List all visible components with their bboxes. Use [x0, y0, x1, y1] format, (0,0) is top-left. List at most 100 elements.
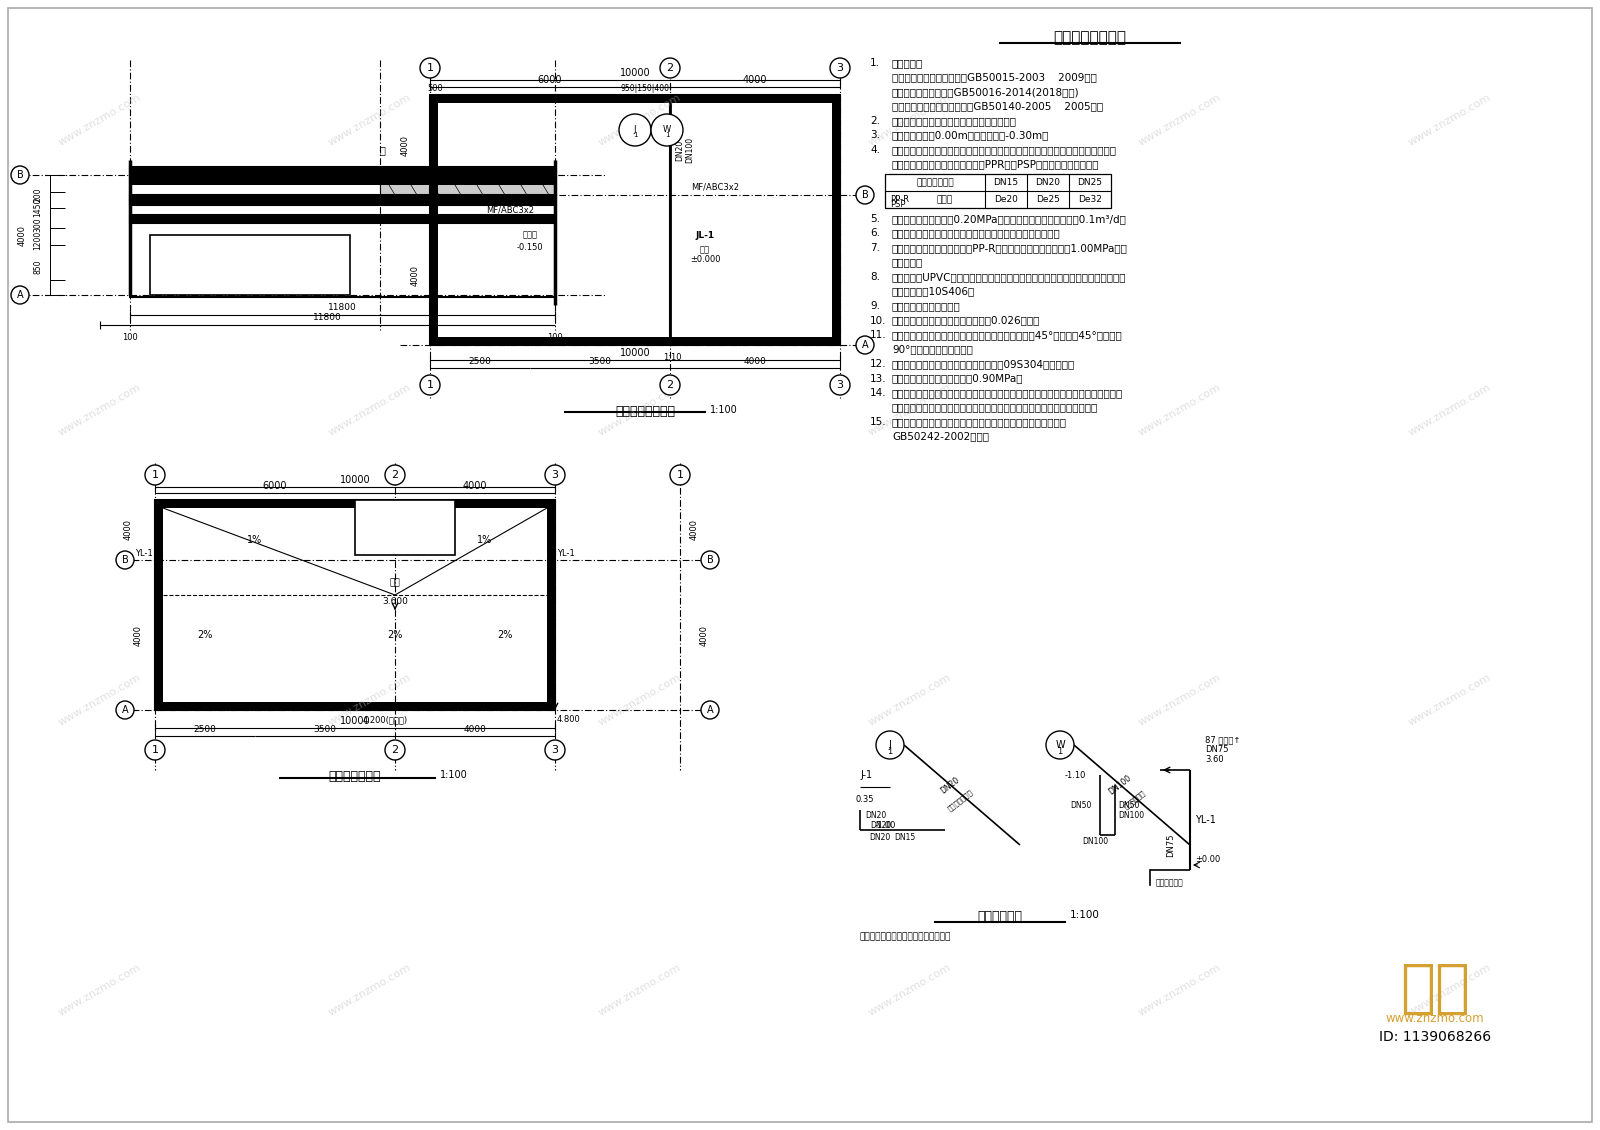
Text: JL-1: JL-1 — [696, 231, 715, 240]
Text: 11800: 11800 — [314, 313, 342, 322]
Text: YL-1: YL-1 — [557, 549, 574, 558]
Bar — [155, 702, 555, 710]
Circle shape — [877, 731, 904, 759]
Text: GB50242-2002执行。: GB50242-2002执行。 — [893, 432, 989, 442]
Text: DN100: DN100 — [1082, 837, 1109, 846]
Text: 4000: 4000 — [134, 625, 142, 645]
Text: 给水排水设计说明: 给水排水设计说明 — [1053, 31, 1126, 45]
Circle shape — [856, 186, 874, 205]
Text: 1: 1 — [677, 470, 683, 480]
Text: -1.00: -1.00 — [874, 820, 896, 829]
Bar — [885, 174, 1110, 208]
Text: 2: 2 — [392, 470, 398, 480]
Text: 《建筑灭火器配置设计规范》GB50140-2005    2005年版: 《建筑灭火器配置设计规范》GB50140-2005 2005年版 — [893, 102, 1102, 112]
Bar — [155, 499, 163, 710]
Text: 4000: 4000 — [411, 264, 419, 286]
Text: 设计依据：: 设计依据： — [893, 58, 923, 68]
Text: www.znzmo.com: www.znzmo.com — [1386, 1012, 1485, 1025]
Text: B: B — [862, 190, 869, 200]
Text: 3: 3 — [552, 470, 558, 480]
Text: 8.: 8. — [870, 272, 880, 282]
Text: 3.60: 3.60 — [1205, 755, 1224, 764]
Text: 5.: 5. — [870, 214, 880, 224]
Circle shape — [830, 375, 850, 396]
Circle shape — [619, 114, 651, 146]
Text: DN20: DN20 — [866, 810, 886, 819]
Text: A: A — [16, 290, 24, 299]
Text: www.znzmo.com: www.znzmo.com — [597, 382, 683, 437]
Circle shape — [830, 58, 850, 78]
Text: 1: 1 — [1058, 748, 1062, 756]
Text: www.znzmo.com: www.znzmo.com — [1138, 93, 1222, 148]
Text: 3: 3 — [837, 380, 843, 390]
Text: DN50: DN50 — [1070, 800, 1091, 809]
Text: 1:100: 1:100 — [440, 770, 467, 780]
Text: 本设计生活供水压力为0.20MPa，本建筑生活最大日用水量为0.1m³/d。: 本设计生活供水压力为0.20MPa，本建筑生活最大日用水量为0.1m³/d。 — [893, 214, 1126, 224]
Bar — [430, 95, 840, 103]
Text: DN15: DN15 — [994, 179, 1019, 186]
Bar — [130, 195, 555, 205]
Circle shape — [419, 58, 440, 78]
Text: 给排水系统图: 给排水系统图 — [978, 910, 1022, 923]
Text: A: A — [122, 705, 128, 715]
Text: DN20: DN20 — [1035, 179, 1061, 186]
Text: 4000: 4000 — [18, 225, 27, 245]
Bar — [381, 170, 555, 195]
Text: 950|150|400: 950|150|400 — [621, 84, 669, 93]
Bar — [155, 499, 555, 710]
Text: -0.150: -0.150 — [517, 243, 544, 252]
Text: 生活给水管选用截止阀。: 生活给水管选用截止阀。 — [893, 301, 960, 311]
Text: 2%: 2% — [387, 631, 403, 640]
Text: 1:100: 1:100 — [710, 405, 738, 415]
Text: www.znzmo.com: www.znzmo.com — [867, 963, 954, 1018]
Text: ±0.000: ±0.000 — [690, 255, 720, 264]
Text: 4.800: 4.800 — [557, 715, 581, 724]
Text: 1: 1 — [427, 63, 434, 73]
Text: 1%: 1% — [477, 534, 493, 545]
Bar — [150, 235, 350, 295]
Text: 人防槽: 人防槽 — [523, 231, 538, 240]
Text: 90°斜三通（或斜四通）。: 90°斜三通（或斜四通）。 — [893, 345, 973, 355]
Text: 室内生活给水系统试验压力为0.90MPa。: 室内生活给水系统试验压力为0.90MPa。 — [893, 374, 1024, 383]
Text: 3.: 3. — [870, 130, 880, 140]
Text: 隐蔽或地埋的给水管道在隐蔽前必须经过水压试验，其漏水面积不应低于底层卫生器: 隐蔽或地埋的给水管道在隐蔽前必须经过水压试验，其漏水面积不应低于底层卫生器 — [893, 388, 1123, 398]
Text: 2%: 2% — [197, 631, 213, 640]
Bar — [155, 499, 555, 508]
Text: www.znzmo.com: www.znzmo.com — [597, 963, 683, 1018]
Text: www.znzmo.com: www.znzmo.com — [58, 672, 142, 728]
Text: 4000: 4000 — [742, 75, 768, 85]
Text: 图中尺寸单位：标高以米计，其余以毫米计。: 图中尺寸单位：标高以米计，其余以毫米计。 — [893, 116, 1018, 127]
Text: www.znzmo.com: www.znzmo.com — [326, 963, 413, 1018]
Text: 具的上边缘或底层地面高度。排水主立管及水平干管管道均应做通球试验。: 具的上边缘或底层地面高度。排水主立管及水平干管管道均应做通球试验。 — [893, 402, 1098, 412]
Text: 0.35: 0.35 — [856, 796, 874, 805]
Text: 13.: 13. — [870, 374, 886, 383]
Text: 卫生器具及取水站选用节水器具，安装详09S304标准图集。: 卫生器具及取水站选用节水器具，安装详09S304标准图集。 — [893, 359, 1075, 370]
Text: 850: 850 — [34, 260, 43, 275]
Text: 10000: 10000 — [339, 716, 370, 725]
Text: 100: 100 — [122, 333, 138, 342]
Text: YL-1: YL-1 — [136, 549, 154, 558]
Text: 100: 100 — [547, 333, 563, 342]
Text: 门: 门 — [379, 145, 386, 155]
Circle shape — [11, 286, 29, 304]
Text: 10000: 10000 — [339, 475, 370, 485]
Text: 4000: 4000 — [744, 357, 766, 366]
Text: 1450: 1450 — [34, 198, 43, 217]
Text: www.znzmo.com: www.znzmo.com — [326, 672, 413, 728]
Text: 1:100: 1:100 — [1070, 910, 1099, 920]
Text: 2.: 2. — [870, 116, 880, 127]
Text: 14.: 14. — [870, 388, 886, 398]
Circle shape — [146, 740, 165, 760]
Text: 1:10: 1:10 — [515, 173, 534, 182]
Text: A: A — [862, 340, 869, 350]
Text: 1: 1 — [427, 380, 434, 390]
Text: B: B — [122, 555, 128, 565]
Text: www.znzmo.com: www.znzmo.com — [1406, 93, 1493, 148]
Text: 图中管线标高：给水管为管中心，排水管为管内底。给水管、排水管所标注的管径: 图中管线标高：给水管为管中心，排水管为管内底。给水管、排水管所标注的管径 — [893, 145, 1117, 155]
Text: 给水管公称直径: 给水管公称直径 — [917, 179, 954, 186]
Bar — [355, 499, 454, 555]
Text: 室内地坪标高为0.00m，室外地坪为-0.30m。: 室内地坪标高为0.00m，室外地坪为-0.30m。 — [893, 130, 1050, 140]
Text: 建筑排水塑料管排水坡支管的坡度按0.026施工。: 建筑排水塑料管排水坡支管的坡度按0.026施工。 — [893, 315, 1040, 325]
Circle shape — [651, 114, 683, 146]
Text: 7.: 7. — [870, 243, 880, 253]
